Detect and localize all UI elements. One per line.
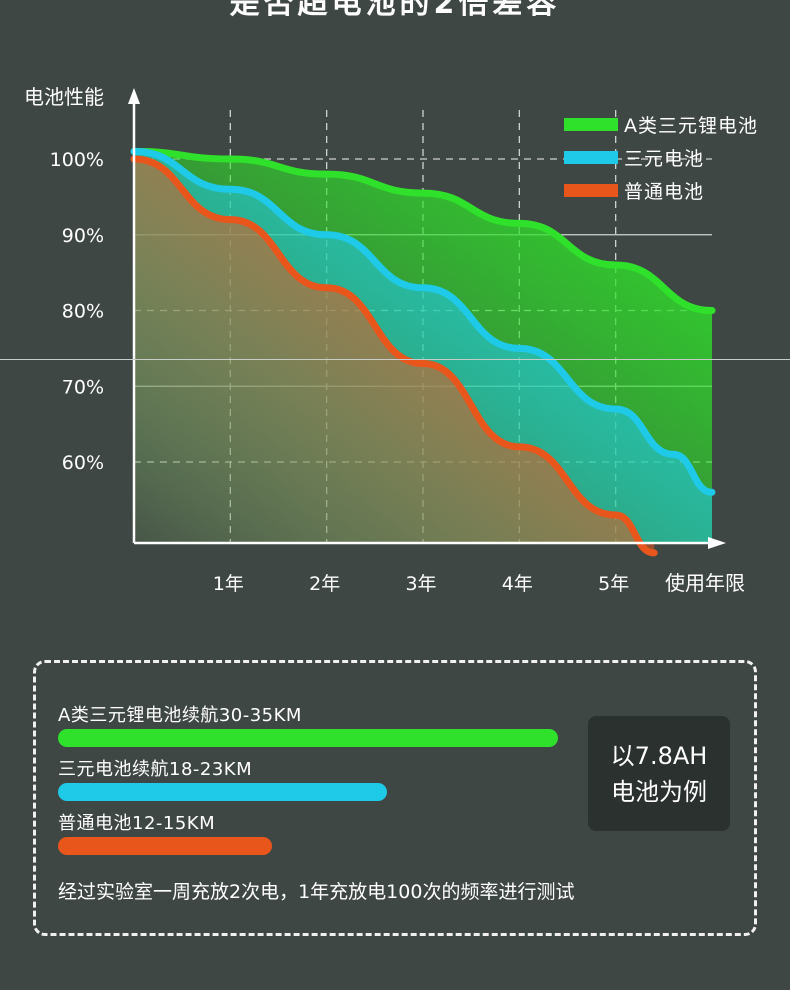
series-line-1 <box>130 147 716 496</box>
chart-legend: A类三元锂电池 三元电池普通电池 <box>564 108 758 207</box>
x-tick-label: 2年 <box>309 573 340 595</box>
badge-line-1: 以7.8AH <box>610 741 708 770</box>
example-badge: 以7.8AH 电池为例 <box>588 716 730 831</box>
series-line-2 <box>130 155 658 557</box>
y-axis-arrow <box>128 88 140 104</box>
legend-item: A类三元锂电池 <box>564 108 758 141</box>
range-bar-ternary <box>58 783 387 801</box>
legend-swatch <box>564 151 618 164</box>
legend-swatch <box>564 184 618 197</box>
y-tick-label: 100% <box>50 149 104 171</box>
y-tick-label: 80% <box>62 301 104 323</box>
y-tick-label: 90% <box>62 225 104 247</box>
range-info-box: A类三元锂电池续航30-35KM 三元电池续航18-23KM 普通电池12-15… <box>33 660 757 936</box>
range-bar-ordinary <box>58 837 272 855</box>
range-label-ordinary: 普通电池12-15KM <box>58 813 216 834</box>
range-bar-a <box>58 729 558 747</box>
legend-label: 普通电池 <box>624 181 705 203</box>
legend-label: A类三元锂电池 <box>624 115 758 137</box>
x-axis-arrow <box>708 537 726 549</box>
legend-swatch <box>564 118 618 131</box>
legend-label: 三元电池 <box>624 148 705 170</box>
divider-line <box>0 359 790 360</box>
x-axis-label: 使用年限 <box>665 571 745 595</box>
y-tick-label: 60% <box>62 452 104 474</box>
x-tick-label: 3年 <box>405 573 436 595</box>
page-title: 是否超电池的2倍差容 <box>229 0 561 21</box>
x-tick-label: 5年 <box>598 573 629 595</box>
test-note: 经过实验室一周充放2次电，1年充放电100次的频率进行测试 <box>58 881 575 903</box>
legend-item: 三元电池 <box>564 141 758 174</box>
x-tick-label: 4年 <box>502 573 533 595</box>
x-tick-label: 1年 <box>213 573 244 595</box>
range-label-a: A类三元锂电池续航30-35KM <box>58 705 302 726</box>
y-axis-label: 电池性能 <box>24 85 104 109</box>
y-tick-label: 70% <box>62 376 104 398</box>
range-label-ternary: 三元电池续航18-23KM <box>58 759 253 780</box>
badge-line-2: 电池为例 <box>611 777 707 806</box>
series-line-0 <box>130 147 716 314</box>
legend-item: 普通电池 <box>564 174 758 207</box>
